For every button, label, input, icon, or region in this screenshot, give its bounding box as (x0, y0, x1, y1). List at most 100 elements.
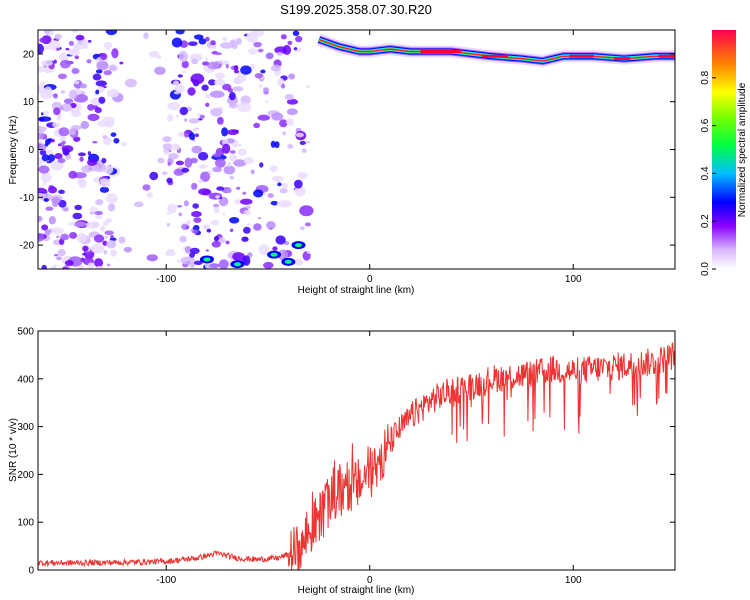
noise-hotspot-core (203, 257, 211, 262)
noise-blob (253, 189, 264, 198)
colorbar-tick-label: 0.4 (700, 166, 711, 180)
noise-blob (271, 112, 284, 121)
noise-blob (171, 37, 183, 48)
noise-blob (41, 154, 50, 162)
noise-blob (178, 212, 183, 217)
noise-blob (102, 116, 115, 125)
noise-blob (257, 114, 271, 121)
noise-blob (257, 217, 262, 220)
snr-panel: -100 0 100 0 100 200 300 400 500 Height of strai… (8, 327, 676, 596)
noise-blob (243, 209, 252, 216)
noise-blob (73, 93, 88, 103)
noise-blob (242, 191, 247, 195)
noise-blob (184, 157, 193, 168)
spectrogram-x-tick-label: -100 (156, 274, 176, 285)
noise-blob (123, 246, 133, 253)
noise-blob (191, 182, 198, 190)
noise-blob (205, 57, 208, 62)
noise-blob (190, 73, 205, 85)
snr-y-axis-label: SNR (10 * v/v) (8, 418, 19, 482)
noise-blob (265, 100, 269, 103)
noise-blob (106, 263, 111, 267)
noise-blob (38, 43, 45, 55)
noise-blob (85, 221, 100, 229)
noise-blob (221, 127, 229, 137)
snr-x-tick-label: -100 (156, 575, 176, 586)
noise-blob (235, 143, 242, 147)
noise-blob (178, 50, 188, 63)
noise-blob (248, 48, 258, 55)
noise-blob (104, 230, 114, 236)
noise-blob (288, 73, 296, 80)
noise-blob (43, 45, 51, 50)
noise-blob (82, 245, 89, 252)
noise-blob (218, 259, 229, 269)
noise-blob (214, 52, 222, 56)
noise-blob (38, 165, 50, 174)
noise-blob (50, 138, 55, 143)
noise-blob (105, 30, 118, 36)
noise-blob (189, 247, 200, 255)
noise-blob (42, 111, 49, 115)
noise-blob (69, 231, 78, 239)
noise-blob (198, 164, 208, 169)
snr-ticks: -100 0 100 0 100 200 300 400 500 (17, 327, 675, 586)
noise-blob (187, 87, 196, 96)
noise-blob (194, 133, 199, 138)
noise-blob (205, 102, 210, 107)
noise-blob (225, 138, 235, 144)
noise-blob (294, 258, 303, 266)
noise-blob (95, 215, 103, 220)
noise-blob (222, 83, 232, 91)
noise-blob (92, 73, 102, 81)
spectrogram-y-axis-label: Frequency (Hz) (8, 116, 19, 185)
noise-blob (237, 101, 252, 113)
noise-blob (233, 65, 239, 71)
noise-blob (306, 250, 311, 254)
noise-blob (100, 225, 106, 232)
colorbar-ticks: 0.0 0.2 0.4 0.6 0.8 (700, 70, 716, 276)
noise-blob (277, 182, 282, 187)
noise-blob (241, 236, 249, 242)
noise-blob (142, 184, 151, 191)
noise-blob (53, 59, 57, 64)
noise-blob (229, 91, 236, 101)
noise-blob (51, 227, 64, 235)
noise-blob (87, 151, 92, 156)
noise-blob (229, 154, 237, 162)
colorbar-tick-label: 0.6 (700, 118, 711, 132)
noise-blob (265, 52, 274, 60)
noise-blob (82, 253, 86, 256)
noise-blob (206, 228, 212, 233)
noise-blob (267, 193, 274, 198)
snr-y-tick-label: 100 (17, 518, 34, 529)
noise-blob (188, 41, 198, 47)
noise-blob (54, 33, 62, 40)
noise-blob (272, 175, 284, 182)
noise-blob (299, 205, 314, 217)
noise-blob (199, 114, 205, 119)
noise-blob (102, 135, 108, 139)
noise-blob (205, 93, 211, 99)
noise-blob (162, 136, 172, 143)
noise-blob (192, 229, 199, 234)
noise-blob (165, 250, 176, 257)
noise-blob (210, 107, 223, 117)
noise-blob (229, 216, 240, 224)
noise-blob (211, 241, 221, 248)
noise-blob (222, 36, 228, 42)
noise-blob (110, 249, 117, 257)
noise-blob (77, 152, 86, 157)
noise-blob (70, 124, 82, 131)
noise-blob (41, 59, 53, 66)
noise-blob (143, 32, 149, 40)
noise-blob (38, 126, 47, 132)
noise-blob (254, 72, 264, 79)
noise-blob (294, 179, 303, 189)
noise-blob (250, 169, 255, 175)
noise-blob (179, 235, 187, 243)
noise-blob (270, 200, 279, 206)
noise-blob (246, 31, 259, 43)
